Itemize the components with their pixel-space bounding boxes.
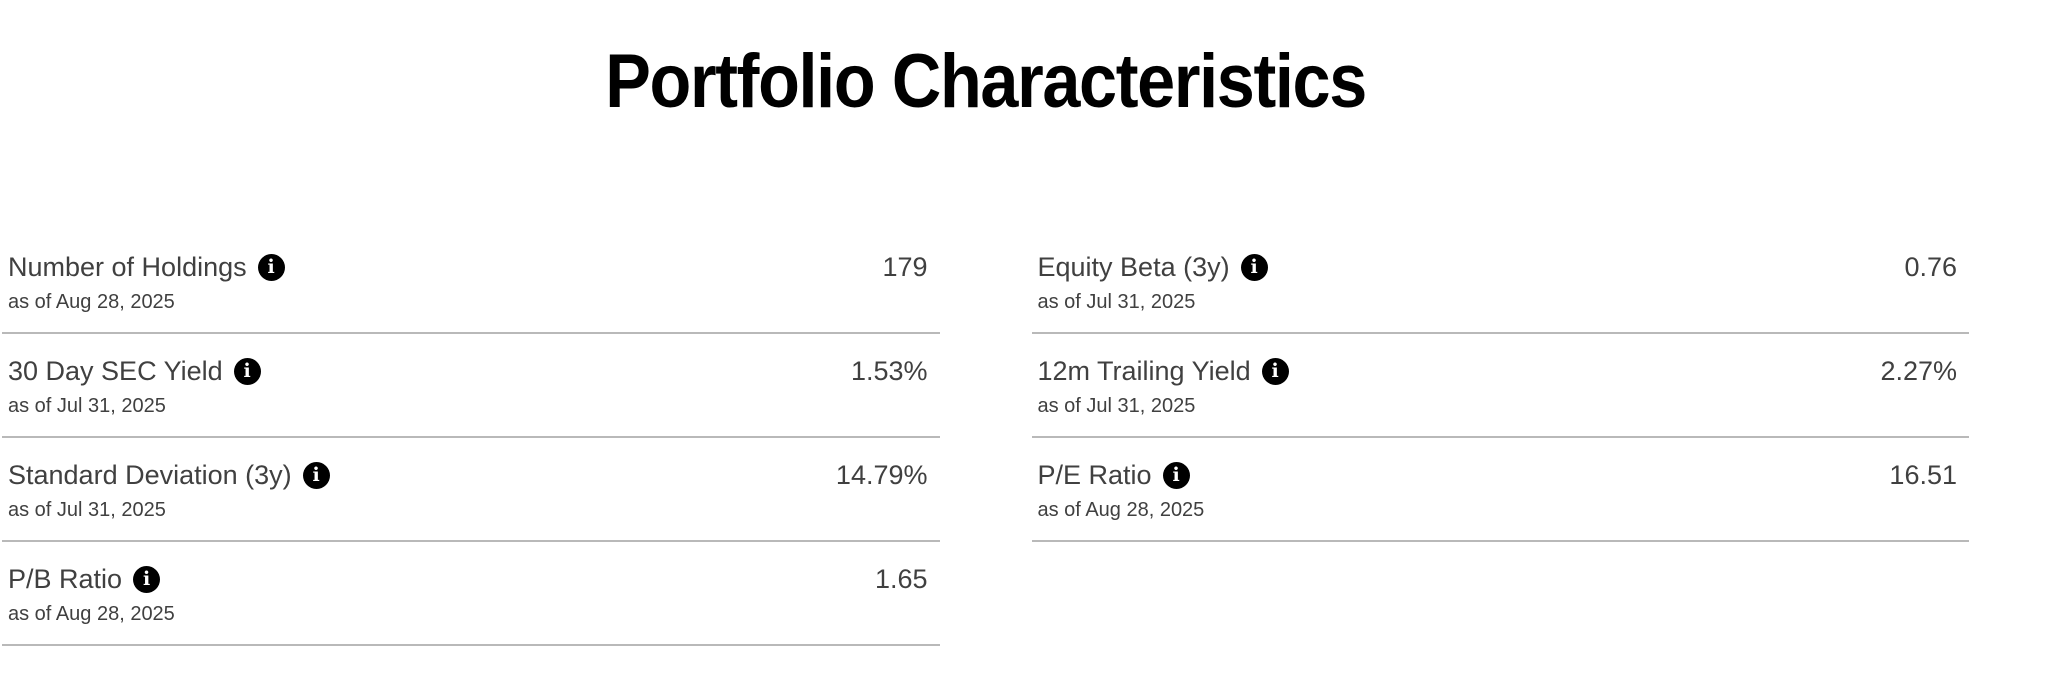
characteristic-label-group: P/E Ratio i <box>1038 458 1190 492</box>
characteristic-row: 30 Day SEC Yield i 1.53% as of Jul 31, 2… <box>2 334 940 438</box>
characteristic-label-group: Equity Beta (3y) i <box>1038 250 1268 284</box>
section-title: Portfolio Characteristics <box>2 42 1969 122</box>
characteristic-label: 12m Trailing Yield <box>1037 356 1251 386</box>
info-icon[interactable]: i <box>1261 357 1289 385</box>
characteristic-value: 0.76 <box>1904 252 1957 282</box>
characteristics-grid: Number of Holdings i 179 as of Aug 28, 2… <box>2 230 1969 646</box>
as-of-date: as of Jul 31, 2025 <box>8 395 166 417</box>
characteristic-row-top: Equity Beta (3y) i 0.76 <box>1032 250 1970 284</box>
as-of-date: as of Aug 28, 2025 <box>1037 499 1205 521</box>
characteristic-row: P/E Ratio i 16.51 as of Aug 28, 2025 <box>1031 438 1970 542</box>
characteristic-value: 2.27% <box>1880 356 1957 386</box>
characteristic-value: 1.65 <box>874 564 928 594</box>
characteristic-label-group: Number of Holdings i <box>8 250 285 284</box>
characteristic-label-group: 30 Day SEC Yield i <box>8 354 261 388</box>
info-icon[interactable]: i <box>257 253 285 281</box>
characteristic-label-group: 12m Trailing Yield i <box>1038 354 1289 388</box>
characteristic-value: 16.51 <box>1889 460 1957 490</box>
info-icon[interactable]: i <box>1162 461 1190 489</box>
characteristic-row: Equity Beta (3y) i 0.76 as of Jul 31, 20… <box>1031 230 1970 334</box>
characteristic-row: Standard Deviation (3y) i 14.79% as of J… <box>2 438 940 542</box>
characteristic-label: 30 Day SEC Yield <box>8 356 223 386</box>
as-of-date: as of Aug 28, 2025 <box>8 603 175 625</box>
portfolio-characteristics-section: Portfolio Characteristics Number of Hold… <box>0 42 2066 694</box>
characteristic-row-top: 30 Day SEC Yield i 1.53% <box>2 354 940 388</box>
characteristic-label: Number of Holdings <box>8 252 247 282</box>
section-title-text: Portfolio Characteristics <box>605 39 1367 124</box>
info-icon[interactable]: i <box>1240 253 1268 281</box>
characteristic-row-top: 12m Trailing Yield i 2.27% <box>1032 354 1970 388</box>
info-icon[interactable]: i <box>233 357 261 385</box>
characteristic-row-top: Number of Holdings i 179 <box>2 250 940 284</box>
as-of-date: as of Jul 31, 2025 <box>1037 291 1196 313</box>
characteristic-row-top: P/B Ratio i 1.65 <box>2 562 940 596</box>
characteristic-label: Equity Beta (3y) <box>1037 252 1230 282</box>
characteristic-value: 179 <box>882 252 928 282</box>
characteristic-row-top: P/E Ratio i 16.51 <box>1032 458 1970 492</box>
characteristic-row: P/B Ratio i 1.65 as of Aug 28, 2025 <box>2 542 940 646</box>
characteristic-row-top: Standard Deviation (3y) i 14.79% <box>2 458 940 492</box>
characteristic-label-group: Standard Deviation (3y) i <box>8 458 330 492</box>
characteristic-row: Number of Holdings i 179 as of Aug 28, 2… <box>2 230 940 334</box>
as-of-date: as of Jul 31, 2025 <box>8 499 166 521</box>
characteristic-label: P/B Ratio <box>8 564 123 594</box>
as-of-date: as of Aug 28, 2025 <box>8 291 175 313</box>
characteristic-label-group: P/B Ratio i <box>8 562 161 596</box>
info-icon[interactable]: i <box>133 565 161 593</box>
characteristic-value: 1.53% <box>850 356 928 386</box>
characteristic-label: P/E Ratio <box>1037 460 1152 490</box>
as-of-date: as of Jul 31, 2025 <box>1037 395 1196 417</box>
characteristic-row: 12m Trailing Yield i 2.27% as of Jul 31,… <box>1031 334 1970 438</box>
characteristic-value: 14.79% <box>835 460 928 490</box>
characteristic-label: Standard Deviation (3y) <box>8 460 292 490</box>
info-icon[interactable]: i <box>302 461 330 489</box>
